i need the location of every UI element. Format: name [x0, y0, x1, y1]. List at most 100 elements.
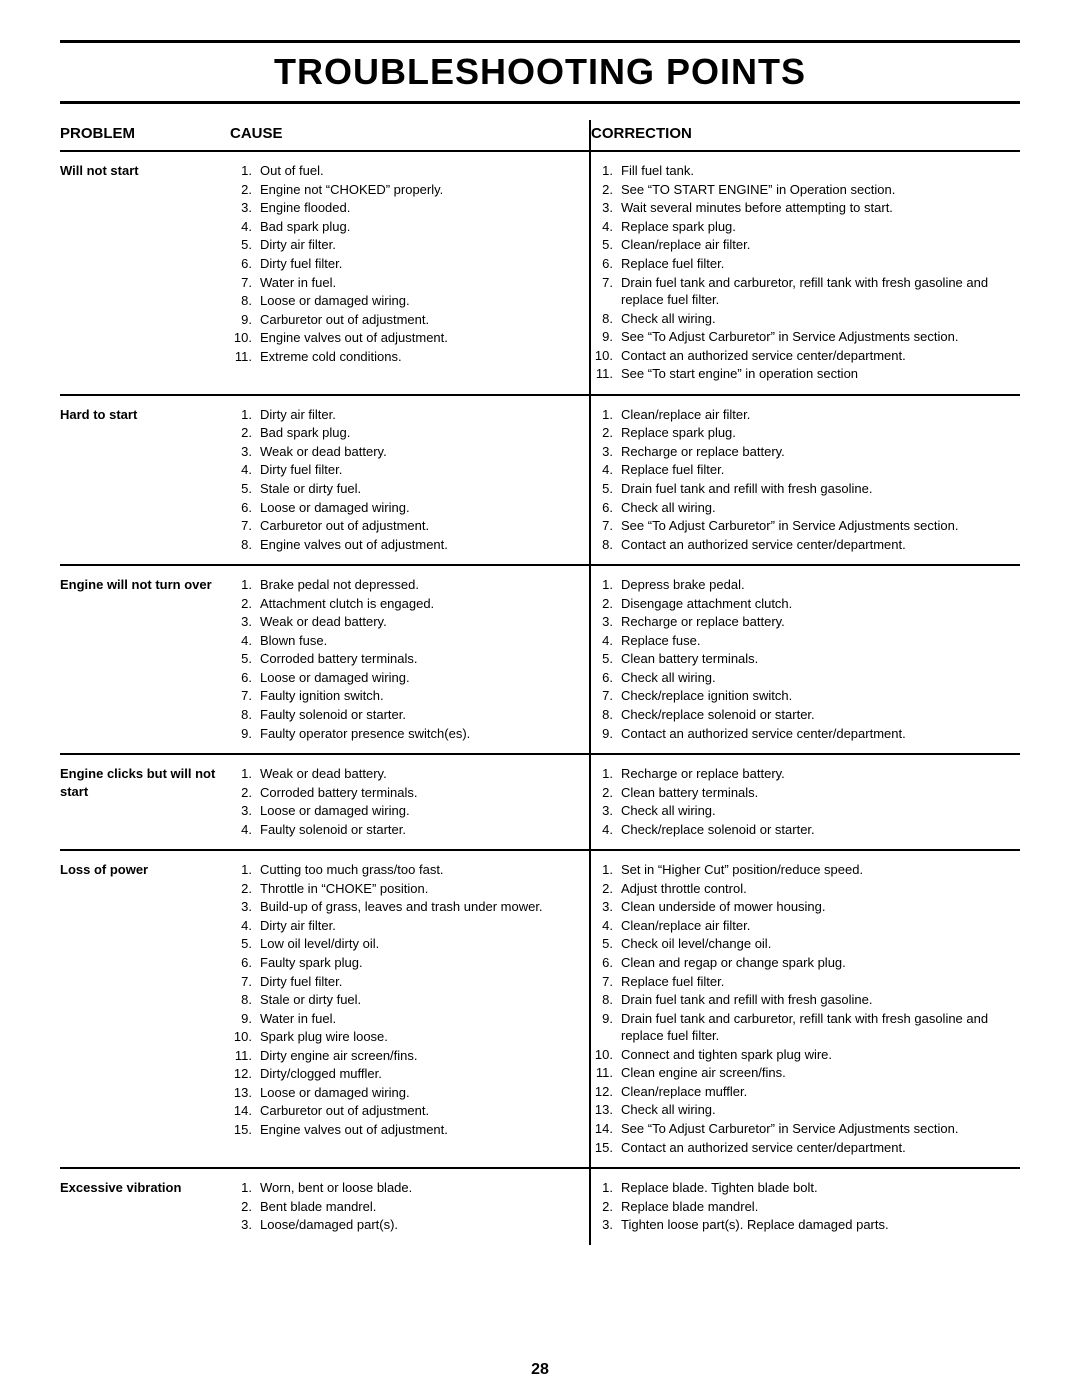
list-number: 2. — [230, 784, 260, 802]
list-text: Recharge or replace battery. — [621, 613, 1010, 631]
list-text: Engine valves out of adjustment. — [260, 1121, 579, 1139]
list-item: 4.Faulty solenoid or starter. — [230, 821, 579, 840]
list-text: Stale or dirty fuel. — [260, 480, 579, 498]
list-number: 6. — [591, 255, 621, 273]
list-number: 2. — [591, 181, 621, 199]
list-number: 13. — [230, 1084, 260, 1102]
list-item: 6.Replace fuel filter. — [591, 255, 1010, 274]
list-text: Recharge or replace battery. — [621, 765, 1010, 783]
list-text: Clean/replace air filter. — [621, 236, 1010, 254]
list-number: 9. — [230, 311, 260, 329]
list-item: 3.Weak or dead battery. — [230, 613, 579, 632]
list: 1.Replace blade. Tighten blade bolt.2.Re… — [591, 1179, 1010, 1235]
list-text: Extreme cold conditions. — [260, 348, 579, 366]
list-text: Check all wiring. — [621, 1101, 1010, 1119]
table-row: Will not start1.Out of fuel.2.Engine not… — [60, 151, 1020, 395]
problem-cell: Hard to start — [60, 395, 230, 565]
list-item: 5.Drain fuel tank and refill with fresh … — [591, 480, 1010, 499]
table-row: Loss of power1.Cutting too much grass/to… — [60, 850, 1020, 1168]
list-item: 2.Throttle in “CHOKE” position. — [230, 880, 579, 899]
list-text: Contact an authorized service center/dep… — [621, 347, 1010, 365]
list-item: 5.Clean/replace air filter. — [591, 236, 1010, 255]
list-text: Build-up of grass, leaves and trash unde… — [260, 898, 579, 916]
list-item: 2.See “TO START ENGINE” in Operation sec… — [591, 181, 1010, 200]
correction-cell: 1.Fill fuel tank.2.See “TO START ENGINE”… — [590, 151, 1020, 395]
list-text: Check/replace ignition switch. — [621, 687, 1010, 705]
list-number: 5. — [230, 480, 260, 498]
list-item: 12.Dirty/clogged muffler. — [230, 1065, 579, 1084]
list-text: Faulty operator presence switch(es). — [260, 725, 579, 743]
list-text: See “To Adjust Carburetor” in Service Ad… — [621, 517, 1010, 535]
list-text: Clean/replace air filter. — [621, 406, 1010, 424]
list-item: 1.Depress brake pedal. — [591, 576, 1010, 595]
list-number: 9. — [230, 725, 260, 743]
list-number: 4. — [230, 632, 260, 650]
list-item: 3.Wait several minutes before attempting… — [591, 199, 1010, 218]
correction-cell: 1.Recharge or replace battery.2.Clean ba… — [590, 754, 1020, 850]
list-text: Loose or damaged wiring. — [260, 669, 579, 687]
list-text: Stale or dirty fuel. — [260, 991, 579, 1009]
list-item: 4.Dirty fuel filter. — [230, 461, 579, 480]
list-text: Engine flooded. — [260, 199, 579, 217]
list-number: 3. — [591, 613, 621, 631]
list-item: 5.Clean battery terminals. — [591, 650, 1010, 669]
list-text: Dirty fuel filter. — [260, 461, 579, 479]
list-item: 1.Dirty air filter. — [230, 406, 579, 425]
problem-cell: Loss of power — [60, 850, 230, 1168]
list-text: Clean/replace air filter. — [621, 917, 1010, 935]
cause-cell: 1.Brake pedal not depressed.2.Attachment… — [230, 565, 590, 754]
list-number: 9. — [591, 328, 621, 346]
list-number: 12. — [591, 1083, 621, 1101]
list-number: 14. — [230, 1102, 260, 1120]
list-number: 3. — [591, 443, 621, 461]
list-item: 3.Tighten loose part(s). Replace damaged… — [591, 1216, 1010, 1235]
list-text: Faulty ignition switch. — [260, 687, 579, 705]
list-number: 14. — [591, 1120, 621, 1138]
list-item: 6.Dirty fuel filter. — [230, 255, 579, 274]
list-item: 5.Low oil level/dirty oil. — [230, 935, 579, 954]
list-item: 6.Loose or damaged wiring. — [230, 499, 579, 518]
list: 1.Brake pedal not depressed.2.Attachment… — [230, 576, 579, 743]
list-text: Check all wiring. — [621, 669, 1010, 687]
list-number: 7. — [230, 517, 260, 535]
list-item: 3.Recharge or replace battery. — [591, 613, 1010, 632]
correction-cell: 1.Clean/replace air filter.2.Replace spa… — [590, 395, 1020, 565]
list-number: 13. — [591, 1101, 621, 1119]
list-number: 5. — [591, 236, 621, 254]
list-number: 6. — [591, 954, 621, 972]
list-number: 7. — [591, 687, 621, 705]
list-item: 3.Engine flooded. — [230, 199, 579, 218]
list-item: 13.Check all wiring. — [591, 1101, 1010, 1120]
list-item: 9.Water in fuel. — [230, 1010, 579, 1029]
list-text: Contact an authorized service center/dep… — [621, 725, 1010, 743]
list-item: 4.Check/replace solenoid or starter. — [591, 821, 1010, 840]
list-text: Dirty air filter. — [260, 236, 579, 254]
list-item: 7.Drain fuel tank and carburetor, refill… — [591, 274, 1010, 310]
list-item: 1.Replace blade. Tighten blade bolt. — [591, 1179, 1010, 1198]
list-text: Dirty/clogged muffler. — [260, 1065, 579, 1083]
list-text: Dirty air filter. — [260, 406, 579, 424]
list-number: 6. — [591, 499, 621, 517]
list-text: Weak or dead battery. — [260, 443, 579, 461]
header-correction: CORRECTION — [590, 120, 1020, 151]
list-number: 11. — [230, 348, 260, 366]
list-item: 7.Faulty ignition switch. — [230, 687, 579, 706]
list-text: Check all wiring. — [621, 310, 1010, 328]
list-number: 3. — [230, 199, 260, 217]
list-text: Contact an authorized service center/dep… — [621, 1139, 1010, 1157]
list-number: 2. — [230, 880, 260, 898]
list-number: 7. — [230, 274, 260, 292]
list-item: 2.Disengage attachment clutch. — [591, 595, 1010, 614]
list-number: 2. — [591, 880, 621, 898]
list-item: 4.Blown fuse. — [230, 632, 579, 651]
list-text: Out of fuel. — [260, 162, 579, 180]
list-item: 8.Check all wiring. — [591, 310, 1010, 329]
list-text: Faulty solenoid or starter. — [260, 821, 579, 839]
list-number: 15. — [230, 1121, 260, 1139]
list-text: Water in fuel. — [260, 1010, 579, 1028]
list-number: 6. — [230, 954, 260, 972]
list-text: Clean/replace muffler. — [621, 1083, 1010, 1101]
list-item: 3.Build-up of grass, leaves and trash un… — [230, 898, 579, 917]
list-text: Worn, bent or loose blade. — [260, 1179, 579, 1197]
list-item: 3.Weak or dead battery. — [230, 443, 579, 462]
